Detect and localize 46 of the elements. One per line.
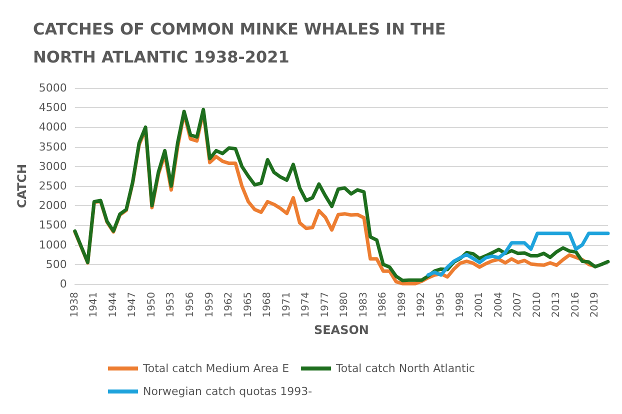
line-series — [426, 232, 610, 277]
x-tick-label: 1995 — [436, 292, 447, 318]
y-tick-label: 5000 — [38, 82, 67, 94]
x-tick-label: 1998 — [454, 292, 466, 318]
x-tick-label: 2016 — [570, 292, 582, 318]
y-tick-label: 1000 — [38, 238, 67, 252]
x-tick-label: 1965 — [242, 292, 254, 318]
x-tick-label: 1986 — [378, 292, 389, 318]
x-tick-label: 1989 — [396, 292, 408, 318]
x-tick-label: 1992 — [416, 292, 428, 318]
x-tick-label: 2001 — [474, 292, 486, 318]
x-tick-label: 2007 — [512, 292, 524, 318]
x-tick-label: 2019 — [590, 292, 601, 318]
x-tick-label: 1971 — [281, 292, 292, 318]
x-tick-label: 2004 — [493, 292, 504, 318]
chart-title: CATCHES OF COMMON MINKE WHALES IN THE NORTH ATLANTIC 1938-2021 — [33, 20, 446, 66]
x-tick-label: 2013 — [551, 292, 562, 318]
y-tick-label: 3000 — [38, 160, 67, 173]
y-tick-label: 2500 — [38, 180, 67, 192]
y-tick-label: 4500 — [38, 101, 67, 114]
x-tick-label: 1959 — [204, 292, 216, 318]
x-tick-label: 1968 — [262, 292, 274, 318]
x-axis-title: SEASON — [314, 323, 369, 337]
x-tick-label: 1962 — [224, 292, 235, 318]
x-tick-label: 1947 — [127, 292, 138, 318]
legend-label: Total catch Medium Area E — [142, 362, 290, 375]
x-tick-label: 1938 — [69, 292, 80, 318]
y-tick-label: 3500 — [38, 140, 67, 154]
y-tick-label: 2000 — [38, 199, 67, 212]
x-tick-label: 1980 — [339, 292, 350, 318]
x-tick-label: 1944 — [108, 292, 119, 318]
legend-label: Norwegian catch quotas 1993- — [143, 385, 312, 398]
x-tick-label: 1941 — [88, 292, 100, 318]
y-tick-label: 0 — [60, 278, 67, 290]
x-tick-label: 1977 — [320, 292, 331, 318]
x-tick-label: 1983 — [358, 292, 370, 318]
y-tick-label: 500 — [46, 258, 67, 271]
x-tick-label: 1974 — [300, 292, 312, 318]
x-tick-label: 1950 — [146, 292, 158, 318]
y-tick-label: 4000 — [38, 120, 67, 134]
y-axis-title: CATCH — [15, 164, 29, 208]
x-tick-label: 1953 — [166, 292, 177, 318]
x-tick-label: 1956 — [185, 292, 196, 318]
x-tick-label: 2010 — [532, 292, 543, 318]
legend-label: Total catch North Atlantic — [335, 362, 475, 375]
y-tick-label: 1500 — [38, 218, 67, 232]
